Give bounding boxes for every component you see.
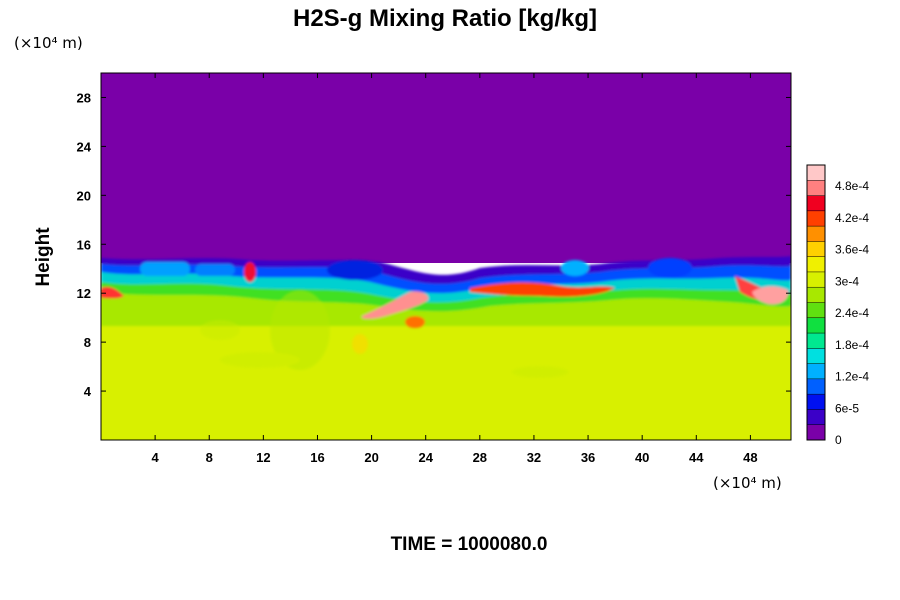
colorbar-swatch: [807, 317, 825, 334]
upper-layer: [101, 73, 791, 263]
x-tick-label: 44: [689, 450, 704, 465]
band-blob-1: [140, 262, 190, 276]
x-tick-label: 8: [206, 450, 213, 465]
y-tick-label: 16: [77, 237, 91, 252]
colorbar-swatch: [807, 378, 825, 395]
colorbar-tick-label: 4.2e-4: [835, 211, 869, 225]
colorbar-swatch: [807, 348, 825, 364]
y-tick-label: 20: [77, 188, 91, 203]
band-red-streak-left: [101, 286, 124, 299]
colorbar-swatch: [807, 424, 825, 441]
x-tick-label: 24: [418, 450, 433, 465]
colorbar-swatch: [807, 226, 825, 242]
texture-3: [200, 320, 240, 340]
x-axis-ticks: 4 8 12 16 20 24 28 32 36 40 44 48: [152, 73, 758, 465]
colorbar-tick-label: 0: [835, 433, 842, 447]
y-axis-label: Height: [33, 227, 54, 287]
x-tick-label: 28: [473, 450, 487, 465]
colorbar-tick-label: 2.4e-4: [835, 306, 869, 320]
colorbar-tick-label: 3e-4: [835, 274, 859, 288]
lower-yellow-blob: [352, 334, 368, 354]
x-tick-label: 4: [152, 450, 160, 465]
x-tick-label: 20: [364, 450, 378, 465]
colorbar-swatch: [807, 165, 825, 181]
colorbar-tick-label: 1.2e-4: [835, 370, 869, 384]
texture-4: [512, 366, 568, 378]
colorbar-swatch: [807, 180, 825, 196]
band-red-blob: [244, 262, 256, 282]
colorbar-swatch: [807, 333, 825, 349]
band-blob-5: [327, 260, 383, 280]
colorbar-swatch: [807, 195, 825, 212]
colorbar-swatch: [807, 363, 825, 380]
x-axis-unit: (×10⁴ m): [713, 474, 782, 492]
y-axis-unit: (×10⁴ m): [14, 34, 83, 52]
texture-1: [270, 290, 330, 370]
band-orange-blob: [405, 316, 425, 328]
band-blob-2: [195, 264, 235, 276]
x-tick-label: 48: [743, 450, 757, 465]
colorbar-swatch: [807, 302, 825, 319]
y-axis-ticks: 4 8 12 16 20 24 28: [77, 90, 791, 399]
band-pink-plume: [362, 291, 429, 319]
x-tick-label: 32: [527, 450, 541, 465]
colorbar-swatch: [807, 256, 825, 273]
colorbar-swatch: [807, 210, 825, 227]
colorbar-tick-label: 6e-5: [835, 401, 859, 415]
band-orange-streak: [470, 282, 615, 297]
colorbar-swatch: [807, 287, 825, 303]
lower-texture: [200, 290, 568, 378]
y-tick-label: 12: [77, 286, 91, 301]
chart-title: H2S-g Mixing Ratio [kg/kg]: [293, 5, 597, 32]
y-tick-label: 4: [84, 384, 92, 399]
plot-frame: [100, 72, 792, 441]
band-blob-4: [648, 258, 692, 278]
time-footer: TIME = 1000080.0: [391, 534, 548, 555]
x-tick-label: 12: [256, 450, 270, 465]
y-tick-label: 8: [84, 335, 91, 350]
y-tick-label: 28: [77, 90, 91, 105]
colorbar-swatch: [807, 241, 825, 257]
x-tick-label: 40: [635, 450, 649, 465]
colorbar-tick-label: 3.6e-4: [835, 243, 869, 257]
x-tick-label: 16: [310, 450, 324, 465]
colorbar-frame: [806, 164, 826, 441]
band-blob-3: [561, 260, 589, 276]
plot-area: [101, 73, 791, 440]
texture-2: [220, 352, 300, 368]
colorbar-swatch: [807, 409, 825, 426]
colorbar: 0 6e-5 1.2e-4 1.8e-4 2.4e-4 3e-4 3.6e-4 4.2e-4 4…: [806, 164, 869, 447]
colorbar-tick-label: 1.8e-4: [835, 338, 869, 352]
colorbar-tick-label: 4.8e-4: [835, 179, 869, 193]
colorbar-swatch: [807, 394, 825, 410]
x-tick-label: 36: [581, 450, 595, 465]
colorbar-swatch: [807, 271, 825, 288]
y-tick-label: 24: [77, 139, 92, 154]
band-pink-plume-right: [752, 286, 789, 305]
